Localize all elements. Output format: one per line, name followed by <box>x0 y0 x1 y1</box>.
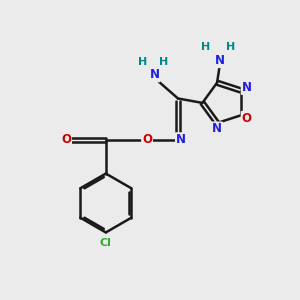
Text: H: H <box>226 42 235 52</box>
Text: N: N <box>242 81 252 94</box>
Text: O: O <box>142 133 152 146</box>
Text: O: O <box>61 133 71 146</box>
Text: N: N <box>212 122 222 135</box>
Text: Cl: Cl <box>100 238 112 248</box>
Text: H: H <box>201 42 210 52</box>
Text: N: N <box>149 68 159 81</box>
Text: H: H <box>138 57 147 67</box>
Text: N: N <box>215 54 225 67</box>
Text: O: O <box>242 112 252 125</box>
Text: N: N <box>176 133 186 146</box>
Text: H: H <box>159 57 169 67</box>
